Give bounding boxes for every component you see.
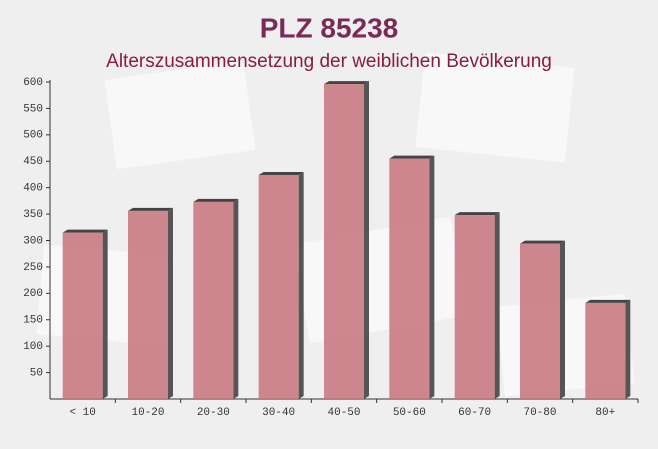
y-tick-label: 50: [30, 367, 43, 379]
bar: [520, 243, 560, 399]
y-tick-label: 500: [23, 130, 43, 142]
x-tick-label: 50-60: [393, 407, 426, 419]
chart-title: PLZ 85238: [260, 12, 399, 43]
bar-top: [62, 229, 108, 233]
x-tick-label: 20-30: [197, 407, 230, 419]
y-tick-label: 200: [23, 288, 43, 300]
y-tick-label: 300: [23, 235, 43, 247]
x-tick-label: 80+: [595, 407, 615, 419]
bar: [454, 215, 495, 399]
bar-side: [233, 198, 239, 399]
y-tick-label: 450: [23, 156, 43, 168]
x-tick-label: 40-50: [327, 407, 360, 419]
bar: [324, 84, 364, 399]
x-tick-label: 70-80: [523, 407, 556, 419]
bar-top: [258, 171, 304, 175]
y-tick-label: 400: [23, 183, 43, 195]
bar-side: [168, 207, 173, 399]
bar-side: [625, 299, 631, 399]
bar: [193, 201, 234, 399]
y-tick-label: 100: [23, 341, 43, 353]
y-tick-label: 250: [23, 262, 43, 274]
y-tick-label: 600: [23, 77, 43, 89]
bar-top: [454, 212, 500, 216]
bar-top: [324, 81, 369, 85]
x-tick-label: 30-40: [262, 407, 295, 419]
bar-side: [102, 229, 108, 399]
bar-side: [494, 212, 500, 399]
bar-side: [560, 240, 565, 399]
bar: [62, 232, 103, 399]
x-tick-label: < 10: [69, 407, 95, 419]
bar: [585, 302, 626, 399]
bar-side: [298, 171, 304, 399]
x-tick-label: 10-20: [131, 407, 164, 419]
bar-top: [128, 207, 173, 211]
bar: [128, 210, 168, 399]
chart-subtitle: Alterszusammensetzung der weiblichen Bev…: [106, 51, 552, 72]
y-tick-label: 350: [23, 209, 43, 221]
bar: [258, 174, 299, 399]
y-tick-label: 150: [23, 315, 43, 327]
bar: [389, 158, 430, 399]
bar-side: [364, 81, 369, 399]
y-tick-label: 550: [23, 103, 43, 115]
bar-top: [585, 299, 631, 303]
bar-top: [520, 240, 565, 244]
bar-top: [389, 155, 435, 159]
x-tick-label: 60-70: [458, 407, 491, 419]
bar-side: [429, 155, 435, 399]
bar-top: [193, 198, 239, 202]
